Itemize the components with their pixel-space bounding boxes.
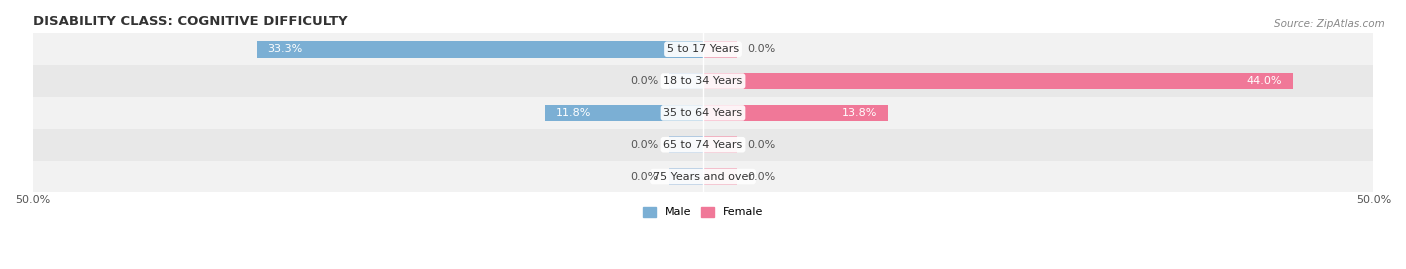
Text: 0.0%: 0.0% bbox=[747, 44, 776, 54]
Text: 33.3%: 33.3% bbox=[267, 44, 302, 54]
Bar bbox=[703, 105, 889, 121]
Bar bbox=[32, 33, 1374, 65]
Text: 75 Years and over: 75 Years and over bbox=[652, 172, 754, 182]
Bar bbox=[669, 136, 703, 153]
Bar bbox=[32, 161, 1374, 192]
Bar bbox=[669, 73, 703, 89]
Text: DISABILITY CLASS: COGNITIVE DIFFICULTY: DISABILITY CLASS: COGNITIVE DIFFICULTY bbox=[32, 15, 347, 28]
Text: 0.0%: 0.0% bbox=[630, 172, 659, 182]
Bar bbox=[32, 129, 1374, 161]
Bar bbox=[703, 73, 1294, 89]
Text: 18 to 34 Years: 18 to 34 Years bbox=[664, 76, 742, 86]
Text: 44.0%: 44.0% bbox=[1247, 76, 1282, 86]
Legend: Male, Female: Male, Female bbox=[638, 202, 768, 222]
Text: 0.0%: 0.0% bbox=[747, 172, 776, 182]
Text: Source: ZipAtlas.com: Source: ZipAtlas.com bbox=[1274, 19, 1385, 29]
Bar bbox=[703, 41, 737, 58]
Text: 0.0%: 0.0% bbox=[630, 140, 659, 150]
Bar bbox=[703, 136, 737, 153]
Bar bbox=[669, 168, 703, 185]
Text: 13.8%: 13.8% bbox=[842, 108, 877, 118]
Text: 0.0%: 0.0% bbox=[747, 140, 776, 150]
Bar bbox=[703, 168, 737, 185]
Bar bbox=[544, 105, 703, 121]
Bar bbox=[32, 97, 1374, 129]
Bar bbox=[32, 65, 1374, 97]
Text: 35 to 64 Years: 35 to 64 Years bbox=[664, 108, 742, 118]
Text: 65 to 74 Years: 65 to 74 Years bbox=[664, 140, 742, 150]
Bar bbox=[256, 41, 703, 58]
Text: 5 to 17 Years: 5 to 17 Years bbox=[666, 44, 740, 54]
Text: 0.0%: 0.0% bbox=[630, 76, 659, 86]
Text: 11.8%: 11.8% bbox=[555, 108, 591, 118]
